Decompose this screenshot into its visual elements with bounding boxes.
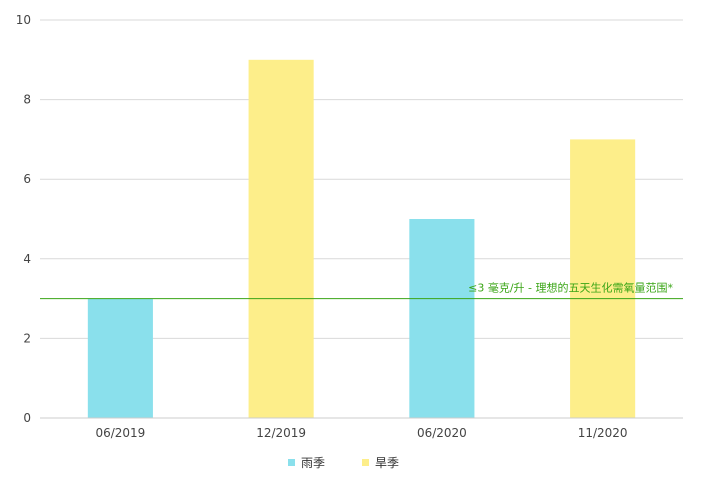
bar-12-2019 xyxy=(248,59,314,419)
legend: 雨季 旱季 xyxy=(288,456,399,470)
legend-label-rain: 雨季 xyxy=(301,456,325,470)
y-tick-label: 8 xyxy=(23,93,31,107)
bar-11-2020 xyxy=(570,139,636,418)
y-tick-label: 2 xyxy=(23,331,31,345)
legend-swatch-rain xyxy=(288,459,295,466)
reference-line-group: ≤3 毫克/升 - 理想的五天生化需氧量范围* xyxy=(40,281,683,300)
reference-line-label: ≤3 毫克/升 - 理想的五天生化需氧量范围* xyxy=(468,281,673,295)
bar-06-2020 xyxy=(409,219,475,418)
x-tick-label: 06/2020 xyxy=(417,426,467,440)
x-tick-label: 06/2019 xyxy=(95,426,145,440)
x-tick-label: 12/2019 xyxy=(256,426,306,440)
legend-label-dry: 旱季 xyxy=(375,456,399,470)
y-tick-label: 4 xyxy=(23,252,31,266)
x-tick-label: 11/2020 xyxy=(578,426,628,440)
bar-06-2019 xyxy=(87,298,153,418)
axes: 0 2 4 6 8 10 06/2019 12/2019 06/2020 11/2020 xyxy=(16,13,683,440)
y-tick-label: 10 xyxy=(16,13,31,27)
legend-swatch-dry xyxy=(362,459,369,466)
y-tick-label: 6 xyxy=(23,172,31,186)
y-tick-label: 0 xyxy=(23,411,31,425)
bars xyxy=(87,59,636,419)
